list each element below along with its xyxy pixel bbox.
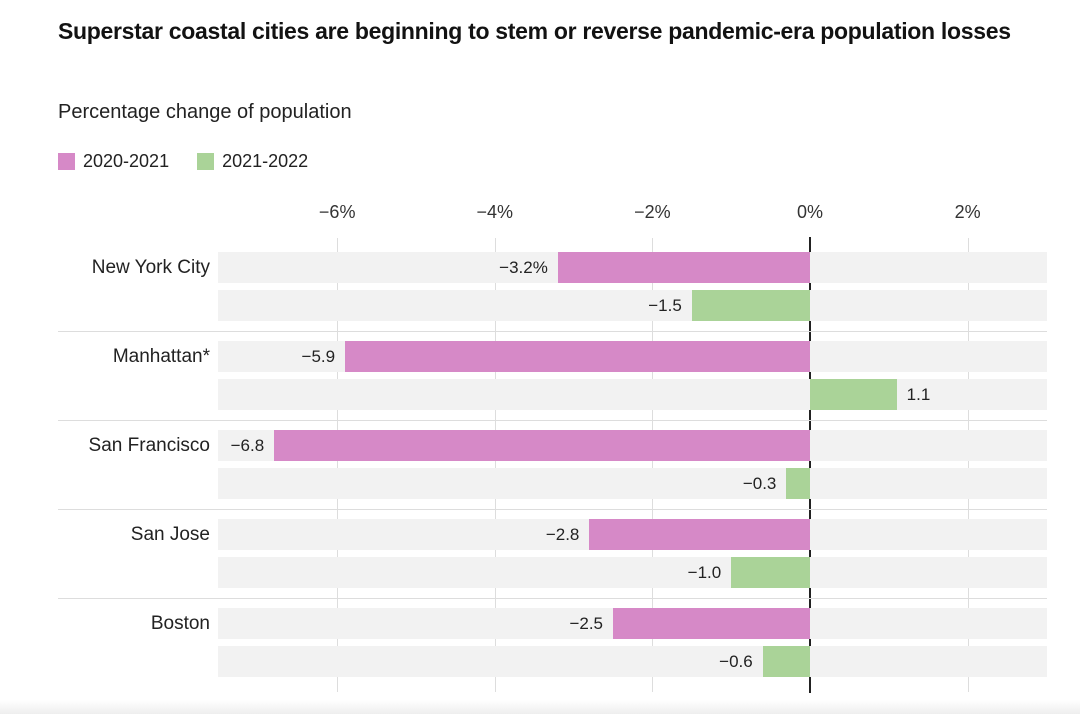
- group-separator: [58, 420, 1047, 421]
- gridline: [652, 238, 653, 692]
- bar-value-label: −0.6: [719, 652, 753, 671]
- bar-2020-2021: [589, 519, 810, 550]
- legend-swatch-icon: [197, 153, 215, 170]
- gridline: [495, 238, 496, 692]
- bar-value-label: −1.5: [648, 296, 682, 315]
- bar-value-label: −2.5: [569, 614, 603, 633]
- bar-track: [218, 290, 1047, 321]
- bar-track: [218, 379, 1047, 410]
- bar-value-label: −2.8: [545, 525, 580, 544]
- group-separator: [58, 509, 1047, 510]
- bar-value-label: −0.3: [742, 474, 777, 493]
- x-axis-tick-label: −2%: [634, 202, 671, 222]
- bar-2021-2022: [762, 646, 810, 677]
- group-separator: [58, 598, 1047, 599]
- chart-title: Superstar coastal cities are beginning t…: [58, 18, 1011, 44]
- bar-2021-2022: [810, 379, 897, 410]
- bar-value-label: −6.8: [230, 436, 265, 455]
- legend-swatch-icon: [58, 153, 75, 170]
- bar-2021-2022: [731, 557, 810, 588]
- x-axis-tick-label: −6%: [318, 202, 356, 222]
- bar-value-label: 1.1: [906, 385, 931, 404]
- x-axis-tick-label: −4%: [476, 202, 514, 222]
- zero-baseline: [809, 237, 811, 693]
- category-label: New York City: [91, 257, 210, 278]
- bar-track: [218, 646, 1047, 677]
- bar-value-label: −1.0: [687, 563, 722, 582]
- bar-2020-2021: [557, 252, 810, 283]
- bar-track: [218, 557, 1047, 588]
- chart-legend: 2020-2021 2021-2022: [58, 151, 308, 172]
- x-axis-tick-label: 0%: [796, 202, 823, 222]
- bar-2021-2022: [691, 290, 810, 321]
- chart-subtitle: Percentage change of population: [58, 101, 352, 123]
- x-axis-tick-label: 2%: [954, 202, 981, 222]
- group-separator: [58, 331, 1047, 332]
- category-label: Manhattan*: [112, 346, 210, 367]
- gridline: [968, 238, 969, 692]
- bar-track: [218, 468, 1047, 499]
- legend-item-2020-2021: 2020-2021: [58, 151, 169, 172]
- bar-value-label: −5.9: [301, 347, 336, 366]
- category-label: San Jose: [130, 524, 210, 545]
- gridline: [337, 238, 338, 692]
- legend-item-2021-2022: 2021-2022: [197, 151, 308, 172]
- card-bottom-edge: [0, 700, 1080, 714]
- bar-2020-2021: [345, 341, 810, 372]
- category-label: Boston: [150, 613, 210, 634]
- bar-2020-2021: [274, 430, 810, 461]
- bar-value-label: −3.2%: [499, 258, 548, 277]
- legend-item-label: 2021-2022: [222, 151, 309, 171]
- bar-2021-2022: [786, 468, 810, 499]
- bar-2020-2021: [613, 608, 810, 639]
- category-label: San Francisco: [88, 435, 210, 456]
- legend-item-label: 2020-2021: [83, 151, 170, 171]
